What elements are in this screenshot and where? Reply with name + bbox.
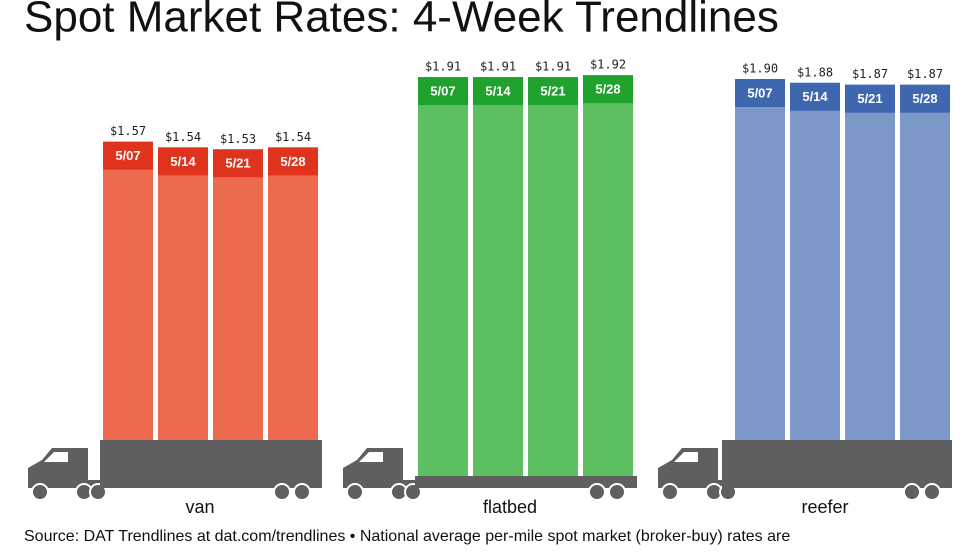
cab-window bbox=[44, 452, 68, 462]
category-label: 5/07 bbox=[430, 84, 455, 99]
bar-cap bbox=[418, 77, 468, 106]
cab-window bbox=[674, 452, 698, 462]
bar bbox=[735, 79, 785, 440]
bar bbox=[583, 75, 633, 476]
bar bbox=[900, 84, 950, 440]
source: Source: DAT Trendlines at dat.com/trendl… bbox=[24, 528, 790, 545]
bar bbox=[158, 147, 208, 440]
value-label: $1.57 bbox=[110, 124, 146, 138]
bar-cap bbox=[528, 77, 578, 106]
value-label: $1.92 bbox=[590, 58, 626, 72]
wheel bbox=[273, 483, 291, 501]
wheel bbox=[608, 483, 626, 501]
category-label: 5/14 bbox=[170, 154, 196, 169]
bar bbox=[103, 141, 153, 440]
value-label: $1.91 bbox=[425, 60, 461, 74]
value-label: $1.54 bbox=[275, 130, 311, 144]
value-label: $1.54 bbox=[165, 130, 201, 144]
bar bbox=[268, 147, 318, 440]
wheel bbox=[903, 483, 921, 501]
truck-cab bbox=[658, 448, 718, 488]
bar-cap bbox=[473, 77, 523, 106]
bar bbox=[418, 77, 468, 476]
bar-cap bbox=[103, 141, 153, 170]
bar bbox=[473, 77, 523, 476]
wheel bbox=[31, 483, 49, 501]
value-label: $1.87 bbox=[907, 67, 943, 81]
trailer bbox=[722, 440, 952, 488]
bar bbox=[790, 82, 840, 441]
flatbed-deck bbox=[415, 476, 637, 488]
category-label: 5/14 bbox=[802, 89, 828, 104]
bar-cap bbox=[268, 147, 318, 176]
category-label: 5/07 bbox=[115, 148, 140, 163]
bar bbox=[528, 77, 578, 476]
bar-cap bbox=[900, 84, 950, 113]
category-label: 5/28 bbox=[280, 154, 305, 169]
wheel bbox=[588, 483, 606, 501]
wheel bbox=[293, 483, 311, 501]
wheel bbox=[661, 483, 679, 501]
bar-cap bbox=[845, 84, 895, 113]
bar-cap bbox=[735, 79, 785, 107]
bar bbox=[213, 149, 263, 441]
wheel bbox=[923, 483, 941, 501]
category-label: 5/28 bbox=[912, 91, 937, 106]
wheel bbox=[346, 483, 364, 501]
value-label: $1.91 bbox=[535, 60, 571, 74]
value-label: $1.87 bbox=[852, 67, 888, 81]
value-label: $1.91 bbox=[480, 60, 516, 74]
title: Spot Market Rates: 4-Week Trendlines bbox=[24, 0, 779, 42]
group-title: van bbox=[185, 497, 214, 517]
value-label: $1.90 bbox=[742, 62, 778, 76]
value-label: $1.53 bbox=[220, 132, 256, 146]
category-label: 5/21 bbox=[540, 84, 565, 99]
category-label: 5/07 bbox=[747, 85, 772, 100]
truck-cab bbox=[28, 448, 88, 488]
bar-cap bbox=[213, 149, 263, 178]
category-label: 5/21 bbox=[857, 91, 882, 106]
value-label: $1.88 bbox=[797, 65, 833, 79]
bar-cap bbox=[583, 75, 633, 104]
bar-cap bbox=[158, 147, 208, 176]
category-label: 5/21 bbox=[225, 156, 250, 171]
trailer bbox=[100, 440, 322, 488]
category-label: 5/28 bbox=[595, 82, 620, 97]
category-label: 5/14 bbox=[485, 84, 511, 99]
truck-cab bbox=[343, 448, 403, 488]
group-title: reefer bbox=[801, 497, 848, 517]
cab-window bbox=[359, 452, 383, 462]
bar bbox=[845, 84, 895, 440]
bar-cap bbox=[790, 82, 840, 111]
group-title: flatbed bbox=[483, 497, 537, 517]
